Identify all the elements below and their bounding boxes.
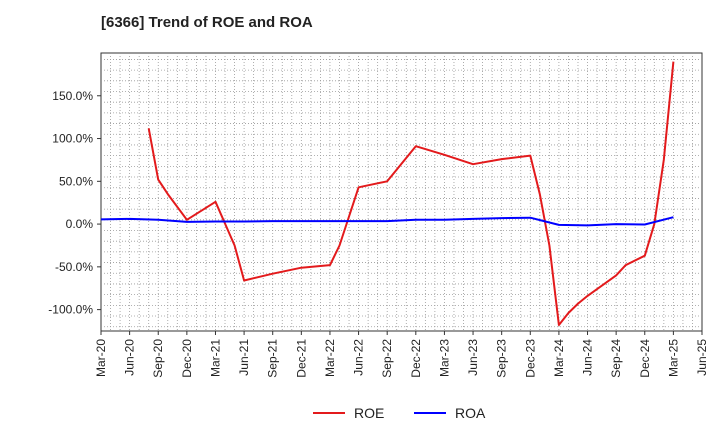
x-tick-label: Sep-24 xyxy=(609,339,623,378)
series-line-roe xyxy=(147,61,675,326)
x-tick-label: Dec-20 xyxy=(180,339,194,378)
y-tick-label: 150.0% xyxy=(52,89,93,103)
x-tick-label: Sep-23 xyxy=(495,339,509,378)
x-tick-label: Jun-20 xyxy=(123,339,137,376)
y-tick-label: -50.0% xyxy=(55,260,93,274)
series-line-roa xyxy=(100,216,674,227)
x-tick-label: Mar-22 xyxy=(323,339,337,377)
x-tick-label: Mar-25 xyxy=(666,339,680,377)
x-tick-label: Jun-21 xyxy=(237,339,251,376)
x-tick-label: Jun-25 xyxy=(695,339,709,376)
x-tick-label: Jun-23 xyxy=(466,339,480,376)
x-tick-label: Dec-23 xyxy=(523,339,537,378)
chart-title: [6366] Trend of ROE and ROA xyxy=(101,14,313,31)
legend: ROE ROA xyxy=(313,405,486,421)
x-tick-label: Mar-21 xyxy=(208,339,222,377)
x-tick-label: Mar-24 xyxy=(552,339,566,377)
series-layer xyxy=(100,61,675,326)
y-tick-label: -100.0% xyxy=(48,303,93,317)
plot-area xyxy=(100,52,703,332)
y-tick-label: 50.0% xyxy=(59,174,93,188)
x-tick-label: Sep-21 xyxy=(266,339,280,378)
x-tick-label: Jun-22 xyxy=(352,339,366,376)
x-tick-label: Sep-22 xyxy=(380,339,394,378)
grid-layer xyxy=(101,53,702,331)
x-tick-label: Sep-20 xyxy=(151,339,165,378)
y-axis: 150.0% 100.0% 50.0% 0.0% -50.0% -100.0% xyxy=(48,89,101,317)
x-tick-label: Jun-24 xyxy=(581,339,595,376)
x-axis: Mar-20 Jun-20 Sep-20 Dec-20 Mar-21 Jun-21 Sep-… xyxy=(94,331,709,378)
x-tick-label: Dec-21 xyxy=(294,339,308,378)
x-tick-label: Mar-20 xyxy=(94,339,108,377)
y-tick-label: 0.0% xyxy=(66,217,94,231)
legend-label-roe: ROE xyxy=(354,405,384,421)
x-tick-label: Dec-24 xyxy=(638,339,652,378)
x-tick-label: Mar-23 xyxy=(437,339,451,377)
legend-label-roa: ROA xyxy=(455,405,486,421)
y-tick-label: 100.0% xyxy=(52,132,93,146)
x-tick-label: Dec-22 xyxy=(409,339,423,378)
